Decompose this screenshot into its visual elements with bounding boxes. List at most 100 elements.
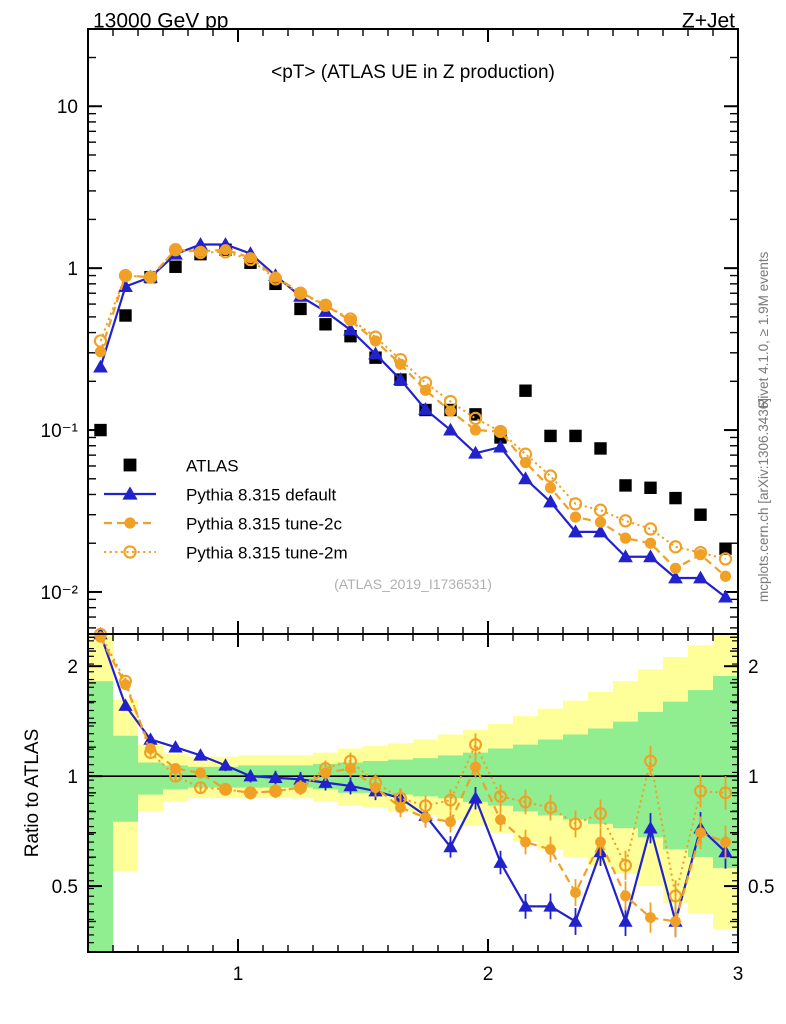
ratio-data-point-marker: [194, 781, 207, 795]
legend-label: ATLAS: [186, 457, 239, 476]
data-point-marker: [118, 268, 133, 283]
legend-label: Pythia 8.315 tune-2m: [186, 544, 348, 563]
analysis-id-watermark: (ATLAS_2019_I1736531): [334, 576, 492, 592]
data-point-marker: [493, 439, 508, 453]
x-axis-tick-labels: 1 2 3: [233, 964, 744, 985]
ratio-data-point-marker: [619, 858, 632, 872]
ratio-uncertainty-bands: [88, 634, 738, 952]
data-point-marker: [669, 562, 682, 574]
ratio-data-point-marker: [569, 817, 582, 831]
x-tick-label: 3: [733, 964, 744, 985]
data-point-marker: [443, 394, 458, 409]
data-point-marker: [518, 471, 533, 485]
ratio-y-tick-label-right: 1: [748, 767, 759, 788]
ratio-data-point-marker: [343, 778, 358, 792]
main-axis-ticks: [87, 28, 739, 634]
main-plot-panel: <pT> (ATLAS UE in Z production) 10110⁻¹1…: [41, 28, 739, 635]
data-point-marker: [193, 245, 208, 260]
ratio-data-point-marker: [319, 761, 332, 775]
legend-label: Pythia 8.315 default: [186, 486, 337, 505]
data-point-marker: [169, 244, 182, 256]
main-plot-title: <pT> (ATLAS UE in Z production): [271, 62, 555, 83]
ratio-data-point-marker: [470, 761, 481, 773]
mcplots-credit-label: mcplots.cern.ch [arXiv:1306.3436]: [756, 398, 771, 602]
ratio-data-point-marker: [645, 912, 656, 923]
ratio-data-point-marker: [294, 781, 307, 795]
data-point-marker: [468, 411, 483, 426]
ratio-data-point-marker: [219, 782, 232, 796]
data-point-marker: [669, 491, 682, 505]
main-panel-background: [88, 29, 738, 634]
ratio-data-point-marker: [643, 821, 658, 834]
data-point-marker: [418, 402, 433, 415]
ratio-data-point-marker: [143, 732, 158, 745]
data-point-marker: [443, 422, 458, 436]
ratio-y-axis-label: Ratio to ATLAS: [22, 729, 43, 858]
ratio-data-series: [93, 627, 733, 938]
data-point-marker: [719, 570, 732, 582]
ratio-data-point-marker: [669, 889, 682, 903]
ratio-y-tick-label-right: 0.5: [748, 877, 774, 898]
ratio-data-point-marker: [620, 890, 631, 902]
x-tick-label: 1: [233, 964, 244, 985]
data-point-marker: [644, 537, 657, 549]
data-point-marker: [569, 511, 582, 523]
ratio-data-point-marker: [318, 775, 333, 788]
ratio-series-pythia-8-315-tune-2m: [94, 627, 732, 912]
ratio-series-pythia-8-315-default: [93, 627, 733, 938]
ratio-data-point-marker: [568, 914, 583, 927]
data-point-marker: [693, 545, 708, 560]
data-point-marker: [719, 542, 732, 555]
data-point-marker: [343, 312, 358, 326]
ratio-data-point-marker: [419, 799, 432, 813]
data-point-marker: [393, 372, 408, 386]
data-point-marker: [593, 524, 608, 538]
data-point-marker: [93, 359, 108, 373]
ratio-data-point-marker: [720, 836, 731, 848]
data-point-marker: [343, 322, 358, 336]
data-point-marker: [93, 334, 108, 348]
data-point-marker: [243, 252, 258, 267]
data-point-marker: [119, 309, 132, 322]
ratio-inner-uncertainty-band: [88, 676, 738, 952]
data-point-marker: [668, 570, 683, 584]
ratio-data-point-marker: [618, 914, 633, 927]
legend-marker-sample: [123, 545, 137, 559]
series-pythia-8-315-tune-2m: [93, 243, 733, 566]
main-y-tick-labels: 10 1 10⁻¹ 10⁻²: [41, 97, 79, 604]
data-point-marker: [594, 442, 607, 455]
legend-label: Pythia 8.315 tune-2c: [186, 515, 342, 534]
data-point-marker: [568, 497, 583, 511]
ratio-data-point-marker: [119, 674, 132, 688]
data-point-marker: [519, 384, 532, 397]
data-point-marker: [218, 245, 233, 259]
header-beam-label: 13000 GeV pp: [93, 10, 228, 33]
ratio-panel-frame: [87, 633, 739, 953]
data-point-marker: [469, 424, 482, 436]
ratio-y-tick-labels: 2 2 1 1 0.5 0.5: [52, 657, 775, 898]
ratio-data-point-marker: [445, 816, 456, 828]
ratio-data-point-marker: [420, 812, 431, 823]
ratio-data-point-marker: [519, 795, 532, 809]
ratio-data-point-marker: [244, 786, 257, 800]
data-point-marker: [568, 524, 583, 538]
data-point-marker: [569, 429, 582, 443]
legend-entry-0: ATLAS: [123, 457, 239, 476]
ratio-data-point-marker: [218, 758, 233, 771]
ratio-data-point-marker: [168, 740, 183, 753]
data-point-marker: [293, 286, 308, 300]
legend-marker-sample: [123, 458, 137, 472]
data-point-marker: [493, 424, 508, 439]
ratio-data-point-marker: [195, 767, 206, 779]
data-point-marker: [643, 522, 658, 536]
ratio-plot-panel: 2 2 1 1 0.5 0.5 Ratio to ATLAS 1 2 3: [22, 627, 774, 985]
ratio-data-point-marker: [670, 916, 681, 927]
ratio-data-point-marker: [268, 770, 283, 784]
ratio-data-point-marker: [694, 784, 707, 798]
main-y-tick-label: 1: [67, 259, 78, 280]
data-point-marker: [444, 405, 457, 417]
ratio-data-point-marker: [468, 791, 483, 804]
ratio-data-point-marker: [695, 827, 706, 839]
data-point-marker: [193, 237, 208, 250]
legend-marker-sample: [124, 517, 136, 529]
